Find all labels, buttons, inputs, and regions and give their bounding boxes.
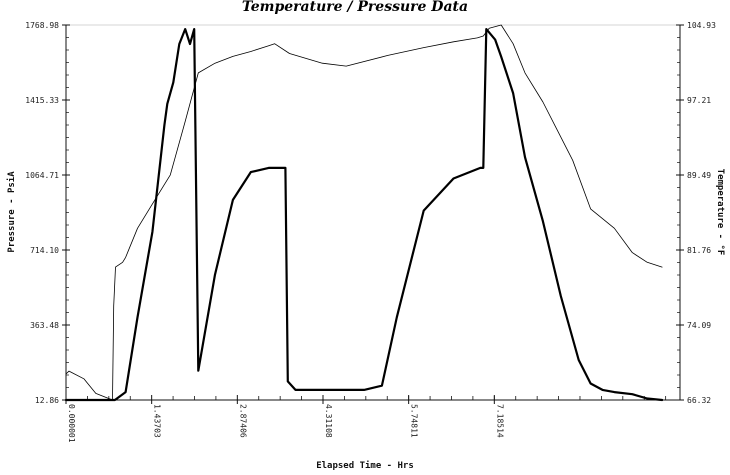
- x-tick-label: 0.000001: [67, 404, 76, 443]
- temperature-series-line: [65, 24, 663, 401]
- y2-tick-label: 89.49: [687, 171, 711, 180]
- x-tick-label: 7.18514: [495, 404, 504, 438]
- y2-tick-label: 74.09: [687, 321, 711, 330]
- y2-tick-label: 81.76: [687, 246, 711, 255]
- x-tick-label: 5.74811: [410, 404, 419, 438]
- x-tick-label: 1.43703: [153, 404, 162, 438]
- x-tick-label: 4.31108: [324, 404, 333, 438]
- chart-title: Temperature / Pressure Data: [242, 0, 468, 15]
- series-layer: [64, 24, 664, 402]
- y-tick-label: 1064.71: [25, 171, 59, 180]
- y2-axis-title: Temperature - °F: [715, 169, 725, 256]
- y-tick-label: 714.10: [30, 246, 59, 255]
- ticks-layer: 12.86 363.48 714.10 1064.71 1415.33 1768.98 66…: [25, 21, 716, 443]
- y-tick-label: 363.48: [30, 321, 59, 330]
- y-tick-label: 1768.98: [25, 21, 59, 30]
- y2-tick-label: 66.32: [687, 396, 711, 405]
- y2-tick-label: 97.21: [687, 96, 711, 105]
- x-axis-title: Elapsed Time - Hrs: [316, 460, 414, 471]
- y2-tick-label: 104.93: [687, 21, 716, 30]
- plot-frame: [65, 24, 681, 401]
- x-tick-label: 2.87406: [238, 404, 247, 438]
- pressure-series-line: [64, 28, 664, 402]
- y-axis-title: Pressure - PsiA: [6, 171, 17, 253]
- y-tick-label: 1415.33: [25, 96, 59, 105]
- y-tick-label: 12.86: [35, 396, 59, 405]
